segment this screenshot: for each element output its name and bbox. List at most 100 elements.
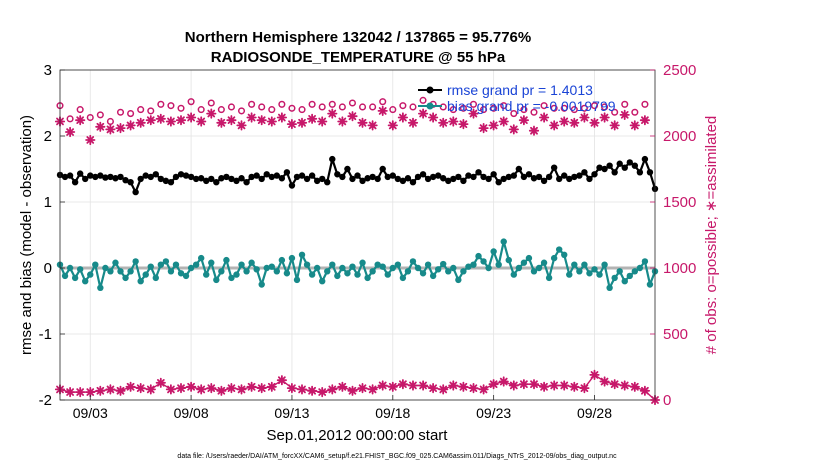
bottom-point-13 (186, 381, 197, 392)
assimilated-point-15 (206, 108, 217, 119)
bias-point-35 (233, 271, 240, 278)
rmse-point-112 (621, 164, 628, 171)
bottom-point-49 (549, 380, 560, 391)
bias-point-80 (460, 268, 467, 275)
assimilated-point-38 (438, 117, 449, 128)
assimilated-point-43 (488, 120, 499, 131)
rmse-point-17 (142, 172, 149, 179)
rmse-point-5 (82, 175, 89, 183)
possible-point-11 (167, 102, 175, 110)
bias-point-116 (641, 258, 649, 265)
bias-point-78 (450, 264, 457, 272)
bottom-point-56 (619, 380, 630, 391)
bias-point-75 (434, 266, 442, 273)
rmse-point-57 (344, 165, 351, 173)
rmse-point-108 (601, 165, 608, 173)
bias-point-20 (157, 261, 165, 268)
rmse-point-22 (167, 179, 175, 186)
rmse-point-72 (419, 171, 427, 178)
rmse-point-15 (132, 188, 139, 196)
bottom-point-46 (518, 379, 529, 390)
bias-point-106 (591, 266, 598, 273)
tick-layer: -2 -1 0 1 2 3 0 500 1000 1500 2000 2500 09/03 09/08 09… (39, 62, 697, 421)
rmse-point-75 (434, 172, 442, 179)
bias-point-15 (132, 258, 139, 265)
bias-point-48 (298, 251, 306, 258)
bias-point-18 (147, 263, 154, 270)
rmse-point-71 (414, 173, 422, 181)
possible-point-28 (338, 103, 346, 111)
assimilated-point-17 (226, 115, 237, 126)
bias-point-29 (203, 271, 210, 278)
assimilated-point-8 (135, 117, 146, 128)
chart-subtitle: RADIOSONDE_TEMPERATURE @ 55 hPa (211, 49, 506, 66)
bias-point-104 (581, 261, 588, 268)
rmse-point-41 (263, 171, 270, 178)
possible-point-42 (480, 106, 488, 114)
bottom-point-48 (539, 381, 550, 392)
rmse-point-62 (369, 173, 376, 181)
rmse-point-65 (384, 173, 391, 181)
bias-point-60 (359, 259, 366, 266)
tick-label-x-1: 09/08 (174, 405, 209, 421)
rmse-point-47 (293, 173, 301, 181)
assimilated-point-10 (155, 113, 166, 124)
assimilated-point-28 (337, 116, 348, 127)
rmse-point-20 (157, 175, 165, 183)
rmse-point-59 (354, 172, 361, 179)
rmse-point-105 (586, 175, 593, 183)
possible-point-8 (137, 106, 145, 114)
rmse-point-81 (465, 172, 472, 179)
assimilated-point-30 (357, 117, 368, 128)
possible-point-54 (601, 103, 609, 111)
bottom-point-58 (639, 385, 650, 396)
rmse-point-106 (591, 171, 598, 178)
possible-point-10 (157, 100, 165, 108)
bias-point-62 (369, 268, 376, 275)
rmse-point-7 (92, 173, 99, 181)
bias-point-6 (87, 271, 94, 278)
rmse-point-109 (606, 162, 613, 169)
rmse-point-51 (313, 177, 321, 185)
possible-point-5 (106, 117, 114, 126)
rmse-point-14 (127, 179, 134, 186)
bias-point-68 (399, 274, 407, 282)
assimilated-point-51 (569, 117, 580, 128)
bias-point-109 (606, 284, 613, 291)
bottom-point-30 (357, 383, 368, 394)
bottom-point-18 (236, 384, 247, 395)
bias-point-114 (631, 268, 639, 275)
rmse-point-25 (182, 172, 190, 179)
bias-point-49 (303, 261, 311, 268)
bias-point-108 (601, 261, 608, 268)
rmse-point-26 (187, 173, 195, 181)
bias-point-10 (107, 268, 114, 275)
possible-point-44 (500, 102, 508, 110)
bottom-point-14 (196, 384, 207, 395)
bottom-point-53 (589, 369, 600, 380)
possible-point-24 (298, 106, 306, 114)
bottom-point-45 (508, 380, 519, 391)
rmse-point-73 (424, 175, 432, 183)
rmse-point-2 (66, 172, 74, 179)
possible-point-52 (580, 104, 588, 112)
assimilated-point-27 (327, 108, 338, 119)
bias-point-52 (319, 278, 326, 285)
possible-point-4 (96, 111, 104, 119)
bottom-point-19 (246, 381, 257, 392)
tick-label-x-2: 09/13 (274, 405, 309, 421)
rmse-point-97 (545, 173, 553, 181)
bias-point-100 (561, 251, 568, 258)
possible-point-14 (197, 106, 205, 114)
assimilated-point-9 (145, 115, 156, 126)
tick-label-right-4: 2000 (663, 128, 696, 145)
assimilated-point-31 (367, 120, 378, 131)
bias-point-107 (596, 271, 603, 278)
assimilated-point-24 (296, 117, 308, 128)
rmse-point-80 (460, 177, 467, 185)
possible-point-30 (358, 103, 367, 111)
assimilated-point-7 (125, 120, 136, 131)
possible-point-31 (369, 103, 377, 111)
bottom-point-52 (579, 383, 590, 394)
rmse-point-64 (379, 165, 386, 173)
